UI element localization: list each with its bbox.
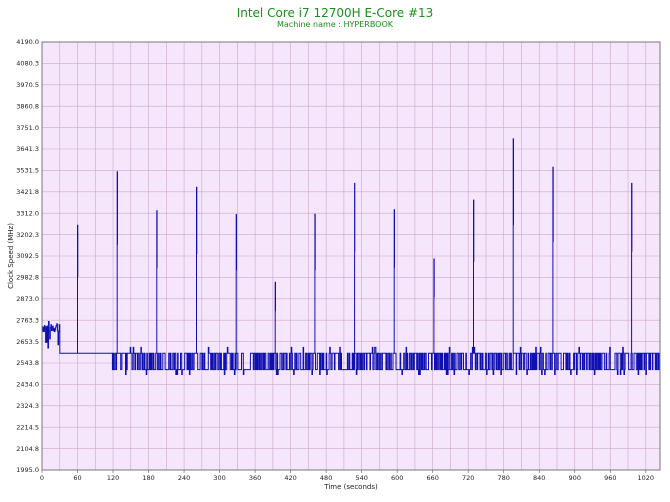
y-tick-label: 3751.0 [16, 124, 39, 132]
y-tick-label: 2434.0 [16, 381, 39, 389]
x-tick-label: 60 [73, 474, 81, 482]
x-tick-label: 420 [284, 474, 296, 482]
y-tick-label: 2763.3 [16, 316, 39, 324]
x-tick-label: 180 [142, 474, 154, 482]
y-tick-labels: 1995.0 2104.8 2214.5 2324.3 2434.0 2543.8 2653… [16, 38, 39, 474]
x-tick-label: 0 [40, 474, 44, 482]
x-tick-label: 720 [462, 474, 474, 482]
chart-subtitle: Machine name : HYPERBOOK [276, 20, 394, 29]
y-tick-label: 2982.8 [16, 274, 39, 282]
x-tick-label: 660 [426, 474, 438, 482]
x-tick-label: 300 [213, 474, 225, 482]
grid [42, 41, 660, 471]
y-tick-label: 2214.5 [16, 423, 39, 431]
x-tick-label: 1020 [638, 474, 655, 482]
y-axis-label: Clock Speed (MHz) [7, 223, 15, 289]
y-tick-label: 2104.8 [16, 445, 39, 453]
x-tick-label: 480 [320, 474, 332, 482]
y-tick-label: 3860.8 [16, 102, 39, 110]
x-tick-label: 540 [355, 474, 367, 482]
y-tick-label: 3421.8 [16, 188, 39, 196]
y-tick-label: 3970.5 [16, 81, 39, 89]
y-tick-label: 3092.5 [16, 252, 39, 260]
x-tick-labels: 0 60 120 180 240 300 360 420 480 540 600 660 720 780 8… [40, 470, 654, 482]
y-tick-label: 2873.0 [16, 295, 39, 303]
x-tick-label: 360 [249, 474, 261, 482]
plot-frame [41, 41, 661, 471]
x-tick-label: 960 [604, 474, 616, 482]
x-tick-label: 780 [498, 474, 510, 482]
y-tick-label: 2653.5 [16, 338, 39, 346]
x-tick-label: 240 [178, 474, 190, 482]
x-tick-label: 840 [533, 474, 545, 482]
y-tick-label: 1995.0 [16, 466, 39, 474]
y-tick-label: 2324.3 [16, 402, 39, 410]
x-tick-label: 120 [107, 474, 119, 482]
y-tick-label: 4080.3 [16, 60, 39, 68]
y-tick-label: 3641.3 [16, 145, 39, 153]
y-tick-label: 3531.5 [16, 167, 39, 175]
x-axis-label: Time (seconds) [323, 483, 378, 491]
y-tick-label: 2543.8 [16, 359, 39, 367]
y-tick-label: 3202.3 [16, 231, 39, 239]
x-tick-label: 600 [391, 474, 403, 482]
clock-speed-series-line [42, 138, 661, 375]
y-tick-label: 4190.0 [16, 38, 39, 46]
chart-title: Intel Core i7 12700H E-Core #13 [236, 6, 434, 20]
x-tick-label: 900 [569, 474, 581, 482]
y-tick-label: 3312.0 [16, 209, 39, 217]
